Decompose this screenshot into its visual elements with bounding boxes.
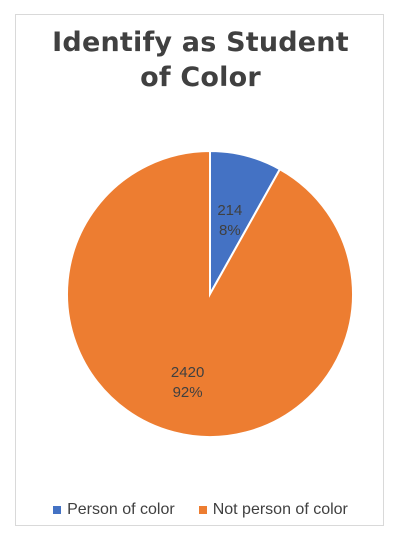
data-label-percent-not-person-of-color: 92%: [173, 384, 203, 401]
legend-swatch-person-of-color: [53, 506, 62, 514]
chart-title-line-1: Identify as Student: [52, 27, 349, 58]
pie-slice-not-person-of-color: [66, 149, 354, 438]
chart-frame: Identify as Student of Color 214 8% 2420 92…: [15, 14, 384, 526]
legend-item-person-of-color: Person of color: [53, 501, 175, 519]
chart-legend: Person of color Not person of color: [16, 501, 385, 519]
pie-data-labels: 214 8% 2420 92%: [171, 202, 242, 401]
data-label-value-person-of-color: 214: [217, 202, 242, 219]
pie-chart: 214 8% 2420 92%: [66, 149, 354, 438]
pie-slices: [66, 149, 354, 438]
legend-swatch-not-person-of-color: [198, 506, 207, 514]
legend-label-person-of-color: Person of color: [67, 501, 175, 518]
chart-title: Identify as Student of Color: [16, 25, 385, 95]
data-label-percent-person-of-color: 8%: [219, 222, 241, 239]
data-label-value-not-person-of-color: 2420: [171, 364, 204, 381]
chart-title-line-2: of Color: [140, 62, 261, 93]
legend-item-not-person-of-color: Not person of color: [198, 501, 348, 519]
legend-label-not-person-of-color: Not person of color: [212, 501, 348, 518]
